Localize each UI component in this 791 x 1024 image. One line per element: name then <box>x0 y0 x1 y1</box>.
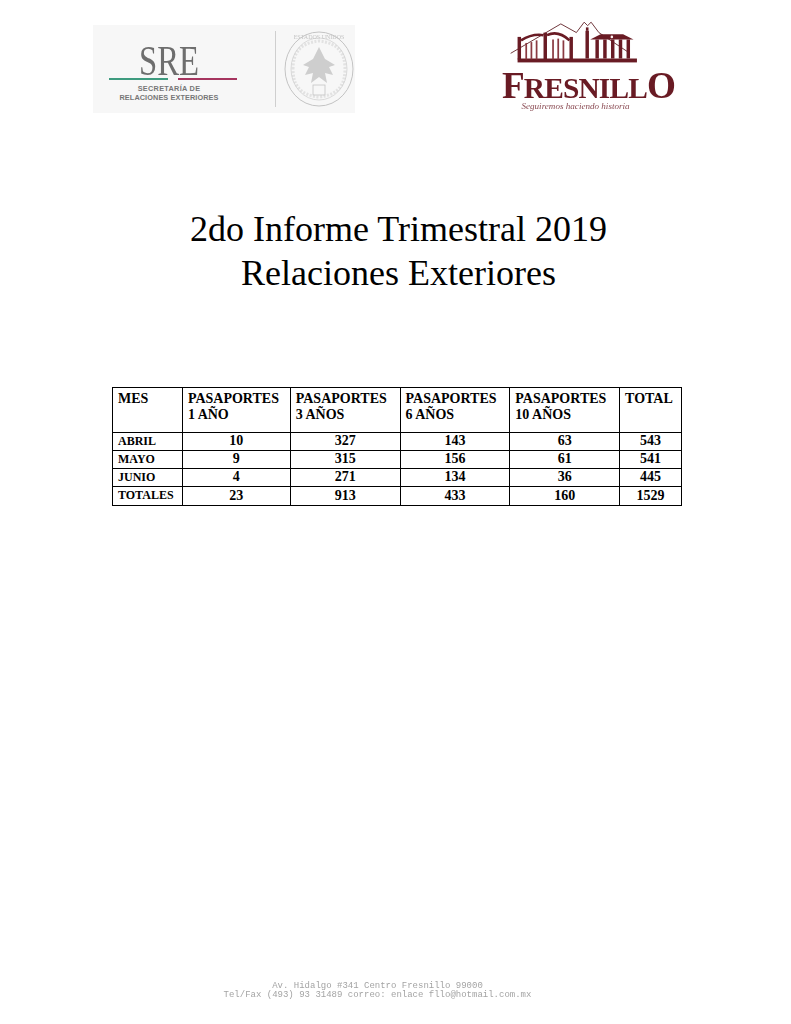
svg-text:ESTADOS UNIDOS: ESTADOS UNIDOS <box>294 34 345 40</box>
